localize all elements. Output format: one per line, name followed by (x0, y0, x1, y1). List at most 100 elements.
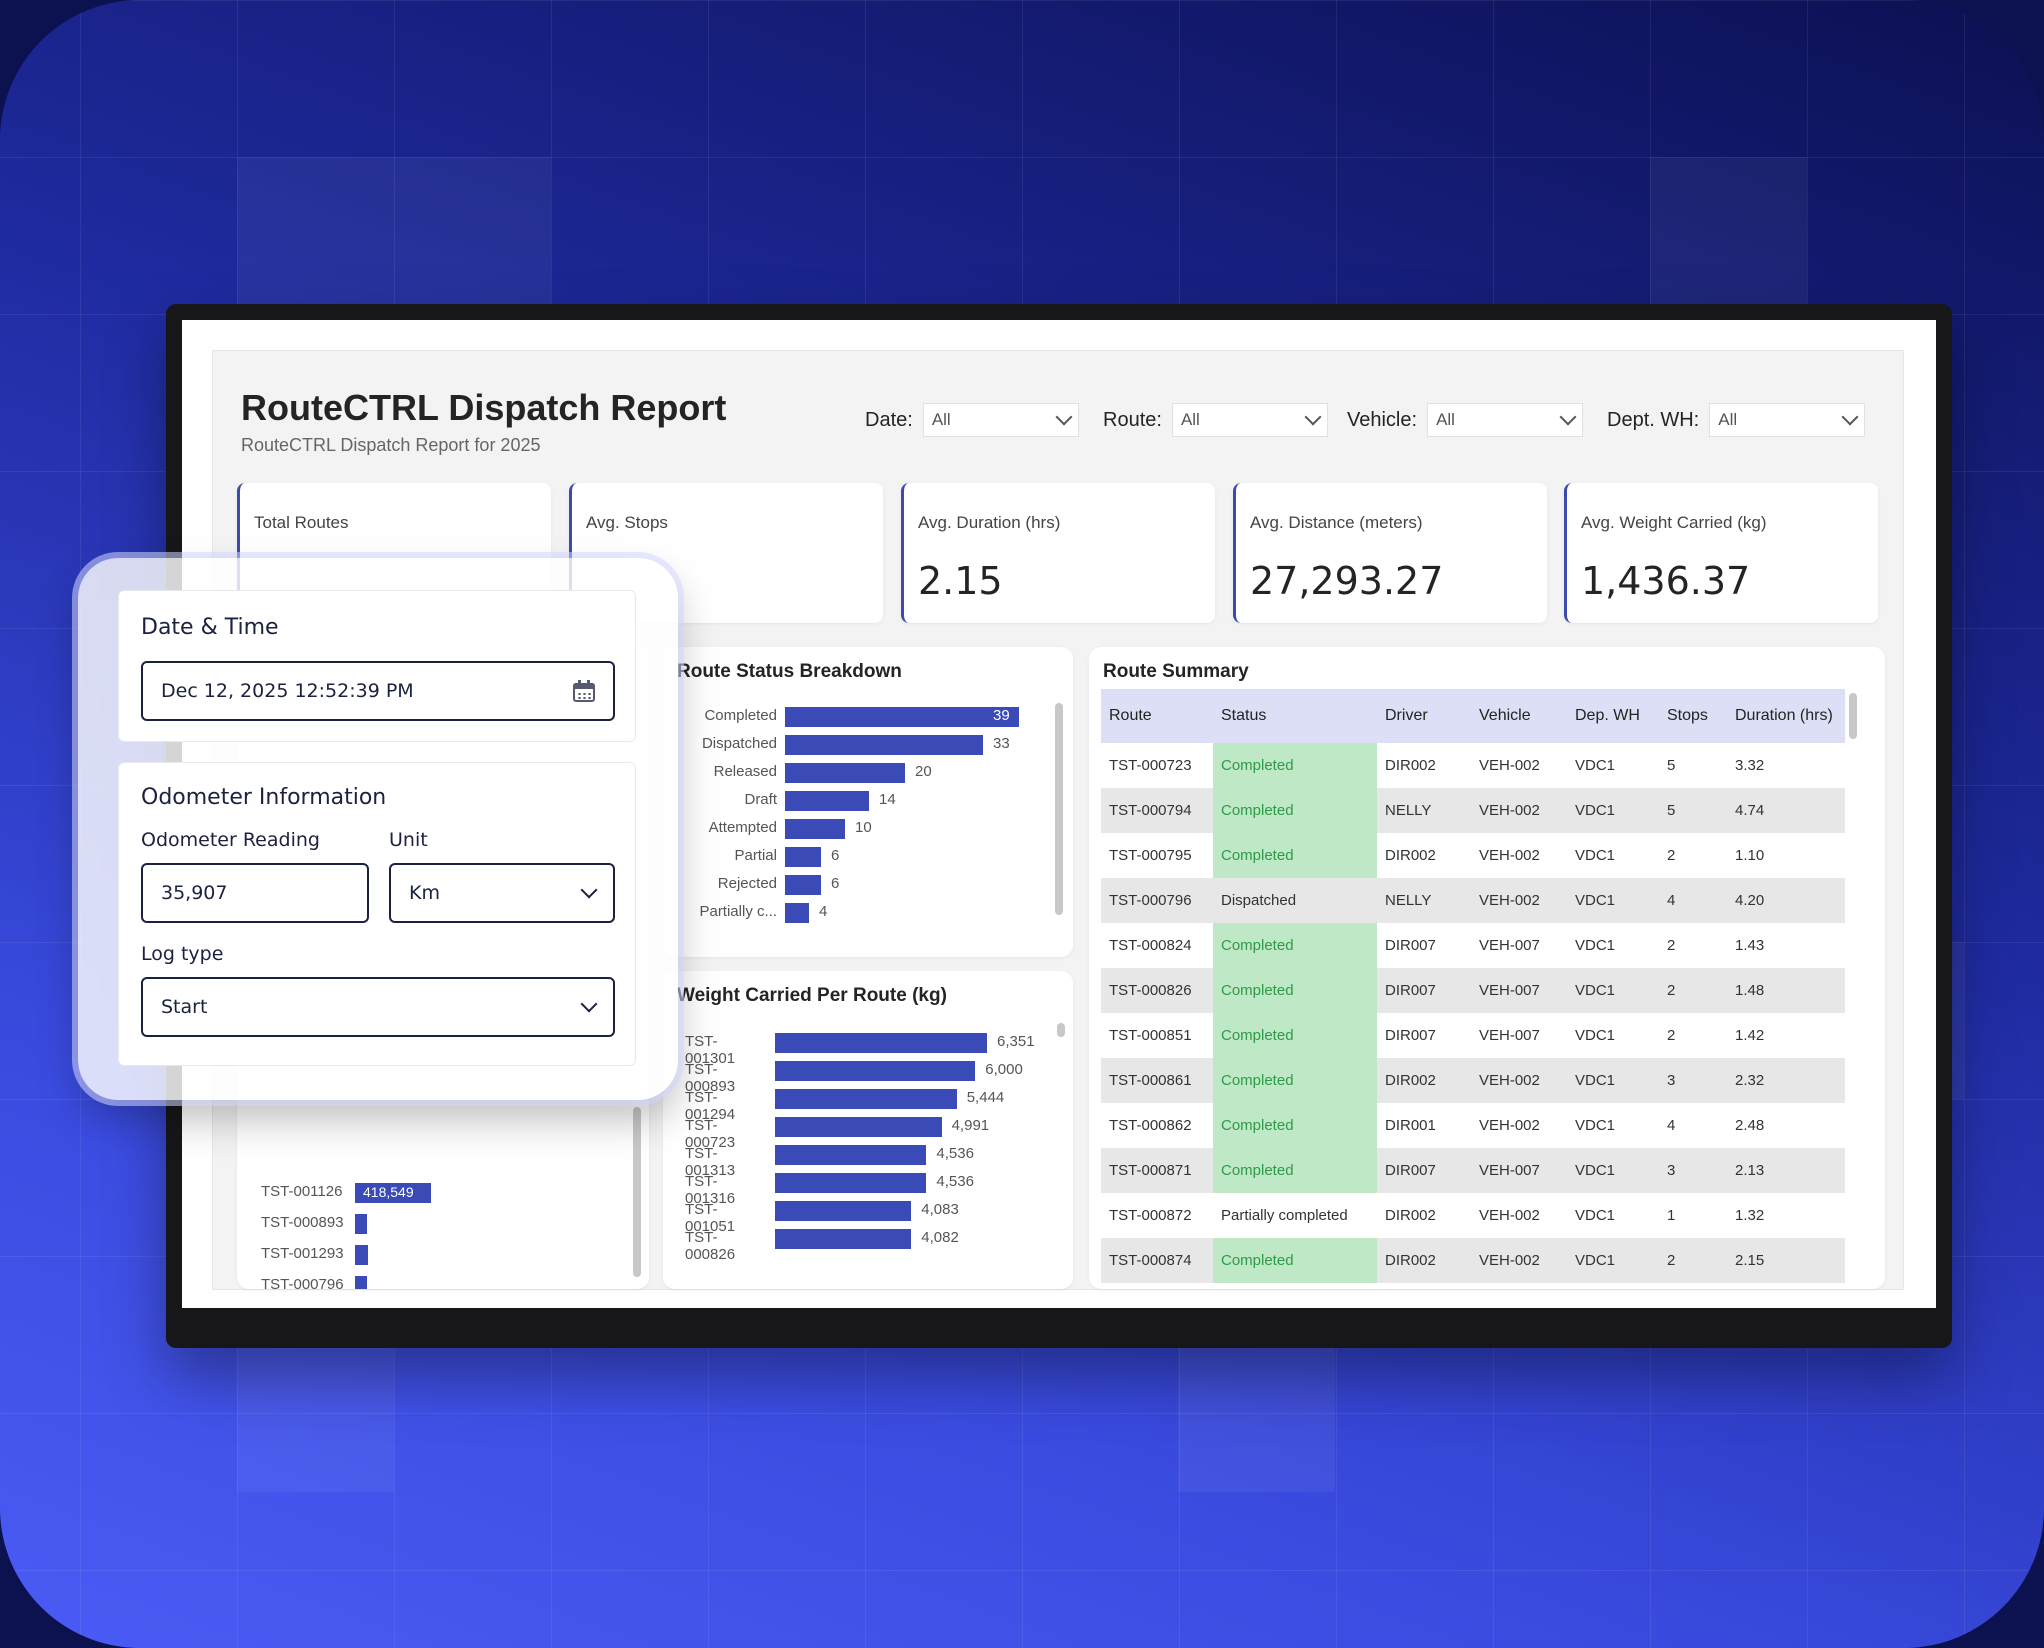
kpi-value: 1,436.37 (1581, 559, 1751, 603)
status-chart-scrollbar[interactable] (1055, 703, 1063, 915)
bar-label: TST-001294 (685, 1089, 736, 1123)
filter-vehicle: Vehicle: All (1347, 403, 1584, 437)
odometer-reading-input[interactable]: 35,907 (141, 863, 369, 923)
bar-label: TST-000893 (261, 1214, 344, 1231)
odometer-section: Odometer Information Odometer Reading Un… (118, 762, 636, 1066)
bar-label: TST-000893 (685, 1061, 736, 1095)
bar-value-label: 20 (915, 763, 932, 780)
kpi-card-avg-duration: Avg. Duration (hrs) 2.15 (901, 483, 1215, 623)
status-chart-title: Route Status Breakdown (677, 661, 902, 682)
odometer-form-panel: Date & Time Dec 12, 2025 12:52:39 PM Odo… (78, 558, 678, 1100)
table-cell: 1.42 (1735, 1027, 1765, 1044)
bar-value-label: 4,082 (921, 1229, 959, 1246)
report-subtitle: RouteCTRL Dispatch Report for 2025 (241, 435, 541, 455)
table-cell: Completed (1213, 1238, 1377, 1283)
table-cell: VEH-002 (1479, 757, 1540, 774)
bar-label: TST-000826 (685, 1229, 736, 1263)
calendar-icon[interactable] (573, 680, 595, 702)
kpi-label: Avg. Stops (586, 513, 668, 532)
table-cell: 1 (1667, 1207, 1676, 1224)
kpi-value: 2.15 (918, 559, 1003, 603)
bar-value-label: 4,536 (936, 1173, 974, 1190)
table-cell: 3 (1659, 1058, 1727, 1103)
table-cell: VEH-002 (1479, 1117, 1540, 1134)
table-row: TST-000851 Completed DIR007 VEH-007 VDC1 2 1.4… (1101, 1013, 1845, 1058)
table-cell: VEH-007 (1479, 937, 1540, 954)
table-cell: VDC1 (1567, 1058, 1659, 1103)
table-cell: NELLY (1377, 788, 1471, 833)
bar (775, 1089, 957, 1109)
table-cell: VEH-002 (1471, 878, 1567, 923)
table-row: TST-000796 Dispatched NELLY VEH-002 VDC1 4 4.2… (1101, 878, 1845, 923)
table-cell: VEH-002 (1471, 1238, 1567, 1283)
table-cell: 5 (1659, 788, 1727, 833)
table-cell: 2.32 (1727, 1058, 1845, 1103)
bar-value-label: 6,351 (997, 1033, 1035, 1050)
bar-label: Rejected (717, 875, 777, 892)
table-cell: 1.43 (1735, 937, 1765, 954)
unit-select[interactable]: Km (389, 863, 615, 923)
table-cell: Completed (1213, 788, 1377, 833)
table-cell: DIR007 (1385, 937, 1436, 954)
bar (355, 1245, 369, 1265)
datetime-input-value: Dec 12, 2025 12:52:39 PM (161, 680, 414, 702)
table-row: TST-000794 Completed NELLY VEH-002 VDC1 5 4.74 (1101, 788, 1845, 833)
bar-value-label: 14 (879, 791, 896, 808)
kpi-card-avg-distance: Avg. Distance (meters) 27,293.27 (1233, 483, 1547, 623)
background-tile (237, 157, 394, 314)
log-type-select[interactable]: Start (141, 977, 615, 1037)
bar (355, 1214, 367, 1234)
table-cell: 4 (1659, 878, 1727, 923)
bar-value-label: 418,549 (363, 1184, 414, 1200)
column-header: Vehicle (1471, 689, 1567, 743)
bar (785, 847, 821, 867)
bar-value-label: 6,000 (985, 1061, 1023, 1078)
table-cell: DIR007 (1385, 1027, 1436, 1044)
table-cell: VEH-002 (1479, 1207, 1540, 1224)
table-cell: DIR007 (1377, 968, 1471, 1013)
bar-value-label: 4,536 (936, 1145, 974, 1162)
datetime-section-title: Date & Time (141, 615, 279, 640)
filter-route-dropdown[interactable]: All (1171, 403, 1328, 437)
table-cell: 2 (1659, 968, 1727, 1013)
table-cell: VDC1 (1575, 1117, 1616, 1134)
bar-label: TST-000796 (261, 1276, 344, 1289)
chevron-down-icon (1559, 408, 1577, 426)
chevron-down-icon (580, 881, 598, 899)
table-cell: Completed (1213, 1148, 1377, 1193)
filter-route-value: All (1180, 410, 1200, 429)
bar-label: TST-001293 (261, 1245, 344, 1262)
bar (775, 1033, 987, 1053)
table-cell: 3 (1659, 1148, 1727, 1193)
table-row: TST-000874 Completed DIR002 VEH-002 VDC1 2 2.1… (1101, 1238, 1845, 1283)
column-header: Duration (hrs) (1727, 689, 1845, 743)
bar-value-label: 4,991 (951, 1117, 990, 1134)
filter-date: Date: All (865, 403, 1079, 437)
bar (785, 903, 809, 923)
filter-date-dropdown[interactable]: All (922, 403, 1079, 437)
table-row: TST-000871 Completed DIR007 VEH-007 VDC1 3 2.1… (1101, 1148, 1845, 1193)
table-cell: 2 (1667, 937, 1676, 954)
table-cell: 2.15 (1727, 1238, 1845, 1283)
bar-label: TST-001316 (685, 1173, 736, 1207)
table-cell: 1.32 (1735, 1207, 1765, 1224)
table-cell: 1.48 (1727, 968, 1845, 1013)
table-cell: 4.20 (1727, 878, 1845, 923)
table-cell: DIR002 (1385, 757, 1436, 774)
table-cell: VEH-007 (1471, 1148, 1567, 1193)
log-type-select-value: Start (161, 996, 208, 1018)
table-cell: 2.13 (1727, 1148, 1845, 1193)
filter-dept-wh-dropdown[interactable]: All (1709, 403, 1866, 437)
bar (785, 735, 983, 755)
filter-vehicle-dropdown[interactable]: All (1427, 403, 1584, 437)
weight-chart-scrollbar[interactable] (1057, 1023, 1065, 1037)
table-cell: VDC1 (1567, 1238, 1659, 1283)
route-summary-scrollbar[interactable] (1849, 693, 1857, 739)
filter-dept-wh: Dept. WH: All (1607, 403, 1866, 437)
bar-value-label: 10 (855, 819, 872, 836)
datetime-input[interactable]: Dec 12, 2025 12:52:39 PM (141, 661, 615, 721)
table-cell: Completed (1213, 1103, 1377, 1148)
table-cell: DIR001 (1385, 1117, 1436, 1134)
bar-label: Completed (704, 707, 777, 724)
distance-chart-scrollbar[interactable] (633, 1107, 641, 1277)
